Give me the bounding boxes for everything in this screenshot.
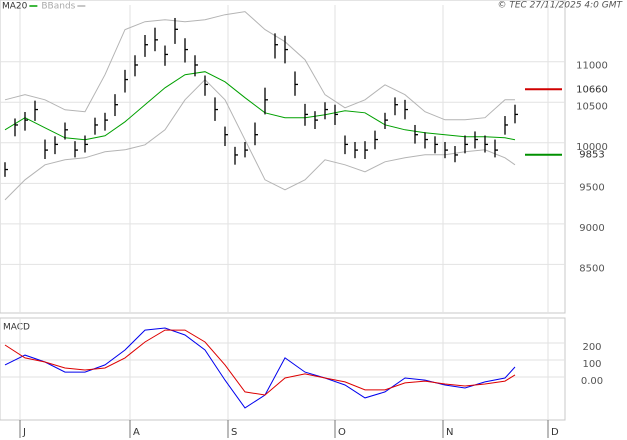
x-tick-label: J [22,427,26,438]
y-tick-label: 9500 [579,182,604,193]
y-tick-label: 10000 [576,142,608,153]
macd-frame [0,317,566,421]
price-marker-label: 10660 [576,84,608,95]
ma-line [4,71,516,141]
macd-line [4,329,516,396]
y-tick-label: 10500 [576,101,608,112]
y-tick-label: 9000 [579,223,604,234]
x-tick-label: O [338,427,346,438]
y-tick-label: 0.00 [581,376,603,387]
y-tick-label: 100 [582,359,601,370]
price-frame [0,0,566,314]
y-tick-label: 200 [582,342,601,353]
price-marker-label: 9853 [579,150,604,161]
legend-label: BBands [41,2,75,12]
y-tick-label: 11000 [576,61,608,72]
bband-upper [4,11,515,121]
x-tick-label: N [446,427,453,438]
bband-lower [4,78,516,201]
copyright: © TEC 27/11/2025 4:0 GMT [497,1,623,11]
legend-label: MA20 [2,2,28,12]
macd-title: MACD [3,323,30,333]
x-tick-label: A [133,427,140,438]
macd-line [4,327,516,409]
y-tick-label: 8500 [579,263,604,274]
x-tick-label: S [231,427,237,438]
x-tick-label: D [551,427,559,438]
